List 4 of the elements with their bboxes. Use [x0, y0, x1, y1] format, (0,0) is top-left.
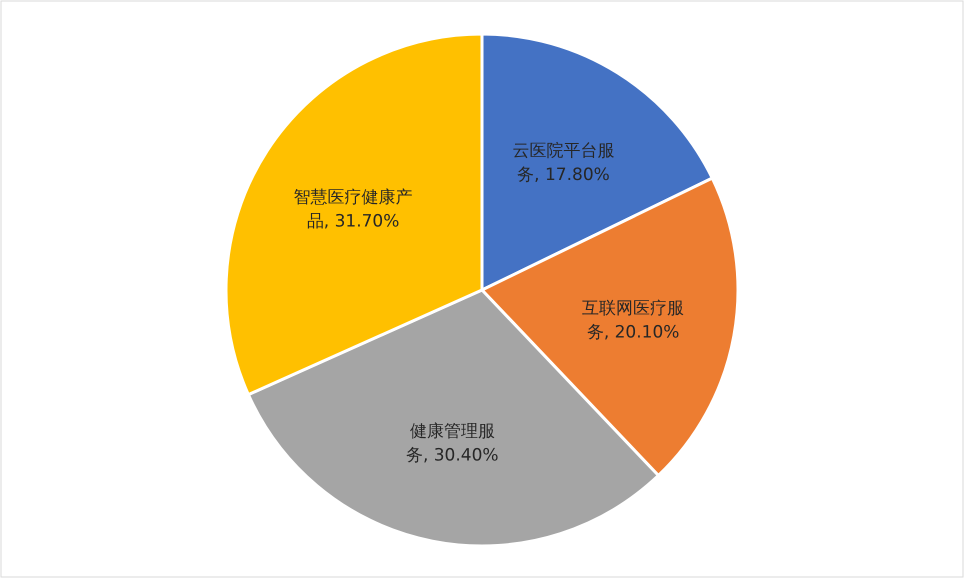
slice-label: 云医院平台服务, 17.80%	[512, 140, 614, 185]
slice-label: 互联网医疗服务, 20.10%	[582, 298, 684, 342]
slice-label: 健康管理服务, 30.40%	[406, 422, 499, 466]
slice-label: 智慧医疗健康产品, 31.70%	[294, 187, 413, 232]
